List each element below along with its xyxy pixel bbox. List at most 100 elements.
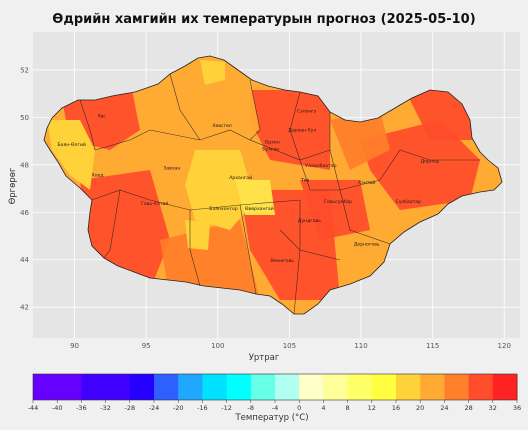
colorbar-tick-label: 20 [416, 404, 424, 412]
region-label: Орхон [265, 139, 280, 145]
colorbar-tick-label: -36 [76, 404, 87, 412]
khentii-zone [330, 110, 390, 170]
aimag-boundary [91, 189, 191, 211]
region-label: Өвөрхангай [245, 205, 274, 212]
region-label: Баян-Өлгий [58, 141, 86, 148]
gobi-altai-zone [160, 220, 260, 300]
colorbar-tick-label: 24 [440, 404, 448, 412]
colorbar-tick-label: -8 [248, 404, 254, 412]
x-tick-label: 90 [70, 342, 79, 350]
colorbar-tick-label: 16 [392, 404, 400, 412]
aimag-boundary [103, 189, 121, 259]
colorbar-segment [492, 374, 518, 400]
region-label: Увс [98, 113, 107, 119]
colorbar-tick-label: -28 [124, 404, 135, 412]
region-label: Дундговь [298, 218, 321, 224]
colorbar-segment [178, 374, 203, 400]
region-label: Дархан-Уул [288, 128, 316, 134]
region-label: Ховд [92, 173, 104, 179]
colorbar-segment [396, 374, 421, 400]
region-label: Завхан [163, 166, 180, 172]
chart-title: Өдрийн хамгийн их температурын прогноз (… [52, 12, 475, 27]
region-label: Архангай [229, 174, 252, 181]
east-hot-zone [360, 120, 480, 210]
region-label: Дорнод [421, 158, 439, 164]
colorbar-tick-label: -32 [100, 404, 111, 412]
colorbar-segment [57, 374, 82, 400]
colorbar-label: Температур (°C) [234, 413, 308, 423]
y-tick-label: 50 [20, 114, 29, 122]
x-tick-label: 105 [283, 342, 296, 350]
y-tick-label: 42 [20, 304, 29, 312]
colorbar-tick-label: 36 [513, 404, 521, 412]
region-label: Баянхонгор [209, 206, 237, 212]
y-tick-label: 46 [20, 209, 29, 217]
colorbar-segment [202, 374, 228, 400]
x-tick-label: 95 [142, 342, 151, 350]
region-label: Булган [262, 147, 279, 153]
x-tick-label: 110 [354, 342, 367, 350]
country-boundary [43, 55, 503, 315]
region-label: Улаанбаатар [305, 163, 336, 169]
x-axis-label: Уртраг [249, 353, 280, 363]
region-label: Сэлэнгэ [297, 109, 317, 115]
region-label: Төв [300, 177, 310, 183]
region-label: Говь-Алтай [141, 200, 168, 207]
colorbar-segment [226, 374, 252, 400]
colorbar-segment [371, 374, 397, 400]
colorbar-segment [468, 374, 494, 400]
colorbar-tick-label: 4 [321, 404, 325, 412]
colorbar-segment [33, 374, 58, 400]
axis-ticks: 90 95 100 105 110 115 120 42 44 46 48 50 52 [20, 66, 511, 350]
aimag-boundary [169, 73, 201, 141]
mongolia-temperature-map [43, 55, 503, 315]
colorbar-tick-label: 32 [489, 404, 497, 412]
colorbar-tick-label: 28 [464, 404, 472, 412]
aimag-boundary [329, 112, 341, 191]
colorbar-segment [154, 374, 179, 400]
aimag-boundary [189, 210, 201, 287]
dundgovi-hot-zone [300, 180, 370, 240]
region-label: Хэнтий [358, 179, 375, 186]
aimag-boundary [299, 159, 340, 191]
aimag-boundary [249, 79, 261, 141]
colorbar-tick-label: -12 [221, 404, 232, 412]
x-tick-label: 120 [498, 342, 511, 350]
colorbar-tick-label: -24 [149, 404, 160, 412]
aimag-boundary [239, 204, 257, 295]
x-tick-label: 115 [426, 342, 439, 350]
colorbar-segment [323, 374, 349, 400]
colorbar-tick-label: 0 [297, 404, 301, 412]
region-label: Говьсүмбэр [324, 199, 352, 205]
khuvsgul-zone [175, 80, 260, 150]
colorbar-tick-label: -20 [173, 404, 184, 412]
colorbar-segment [275, 374, 300, 400]
x-tick-label: 100 [211, 342, 224, 350]
aimag-boundary [339, 189, 391, 245]
colorbar-segment [299, 374, 324, 400]
aimag-boundary [149, 129, 251, 141]
bayankhongor-cool-zone [235, 180, 275, 215]
aimag-boundary [279, 229, 341, 261]
central-cool-zone [185, 150, 255, 230]
y-axis-label: Өргөрөг [8, 167, 18, 204]
colorbar-tick-label: 12 [368, 404, 376, 412]
colorbar-segment [81, 374, 107, 400]
north-cool-zone [200, 60, 225, 85]
colorbar-tick-label: -40 [52, 404, 63, 412]
colorbar-segment [444, 374, 470, 400]
region-label: Сүхбаатар [396, 199, 422, 205]
aimag-boundary [289, 91, 301, 161]
colorbar-segment [105, 374, 131, 400]
region-label: Өмнөговь [270, 258, 294, 264]
south-cool-zone [185, 220, 210, 250]
colorbar-tick-label: 8 [346, 404, 350, 412]
temperature-colorbar: -44 -40 -36 -32 -28 -24 -20 -16 -12 -8 -4 0 4 8 12 16 20… [28, 373, 521, 412]
colorbar-segment [420, 374, 445, 400]
y-tick-label: 52 [20, 66, 29, 74]
west-cool-zone [47, 120, 95, 190]
colorbar-tick-label: -4 [272, 404, 278, 412]
aimag-boundary [79, 99, 96, 151]
aimag-boundary [339, 149, 480, 191]
